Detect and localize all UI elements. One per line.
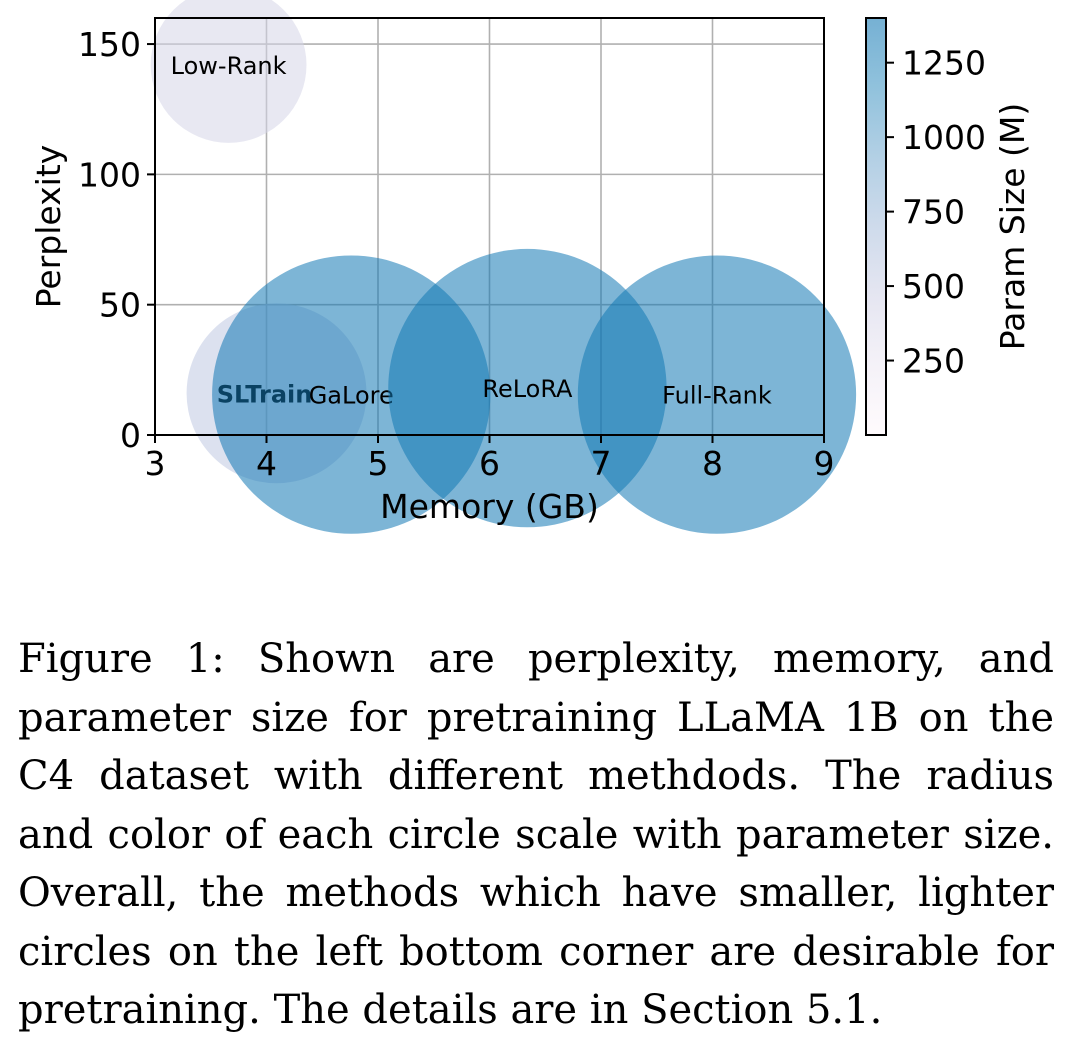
colorbar-label: Param Size (M) [993,103,1032,351]
bubble-full-rank: Full-Rank [577,255,857,534]
x-tick-label: 8 [702,444,723,483]
x-tick-label: 5 [368,444,389,483]
x-axis-label: Memory (GB) [380,487,599,526]
bubble-circle [577,255,857,534]
bubble-label: Low-Rank [171,52,287,80]
y-axis-label: Perplexity [29,145,68,309]
y-tick-label: 0 [120,416,141,455]
bubble-label: ReLoRA [482,375,573,403]
figure-caption: Figure 1: Shown are perplexity, memory, … [18,636,1054,1033]
colorbar-tick-label: 750 [902,193,965,232]
y-tick-label: 150 [78,25,141,64]
colorbar: 250 500 750 1000 1250 [865,17,986,436]
x-tick-label: 4 [256,444,277,483]
axis-ticks: 3 4 5 6 7 8 9 0 50 100 150 [78,25,835,483]
y-tick-label: 50 [99,286,141,325]
colorbar-tick-label: 1250 [902,44,986,83]
x-tick-label: 3 [145,444,166,483]
x-tick-label: 9 [814,444,835,483]
bubble-low-rank: Low-Rank [150,0,307,143]
colorbar-tick-label: 500 [902,267,965,306]
colorbar-tick-label: 1000 [902,118,986,157]
x-tick-label: 6 [479,444,500,483]
bubble-circle [150,0,307,143]
bubble-chart: Low-RankSLTrainGaLoreReLoRAFull-Rank 345… [29,0,1032,534]
colorbar-gradient [865,17,887,436]
bubble-layer: Low-RankSLTrainGaLoreReLoRAFull-Rank [150,0,857,534]
x-tick-label: 7 [591,444,612,483]
y-tick-label: 100 [78,155,141,194]
bubble-label: Full-Rank [662,382,772,410]
bubble-label: GaLore [309,382,394,410]
colorbar-tick-label: 250 [902,342,965,381]
